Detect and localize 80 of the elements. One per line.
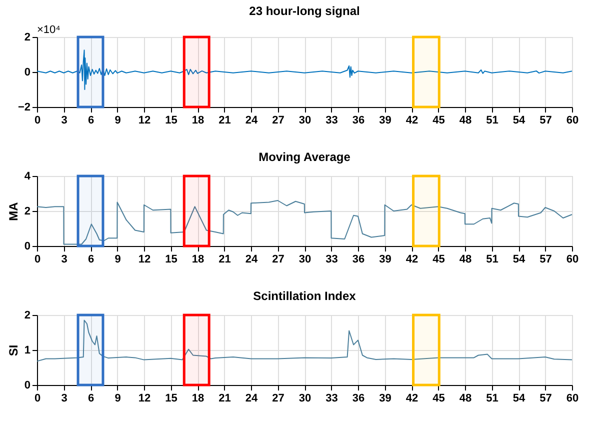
- x-tick-label: 54: [512, 392, 526, 404]
- x-tick-label: 60: [566, 254, 579, 266]
- x-tick-label: 24: [245, 392, 258, 404]
- line-series: [36, 320, 572, 362]
- x-tick-label: 15: [165, 114, 178, 126]
- x-tick-label: 42: [406, 254, 418, 266]
- x-tick-label: 15: [165, 254, 178, 266]
- x-tick-label: 36: [352, 114, 365, 126]
- x-tick-label: 24: [245, 114, 258, 126]
- x-tick-label: 0: [34, 254, 41, 266]
- x-tick-label: 0: [34, 114, 41, 126]
- x-tick-label: 48: [459, 254, 472, 266]
- x-tick-label: 3: [61, 254, 68, 266]
- chart-title: Scintillation Index: [253, 289, 356, 303]
- x-tick-label: 57: [540, 254, 552, 266]
- x-tick-label: 39: [379, 392, 392, 404]
- x-tick-label: 60: [566, 114, 579, 126]
- x-tick-label: 27: [272, 392, 284, 404]
- x-tick-label: 0: [34, 392, 41, 404]
- x-tick-label: 18: [192, 114, 204, 126]
- x-tick-label: 21: [218, 114, 231, 126]
- y-tick-label: 0: [24, 240, 30, 252]
- x-tick-label: 42: [406, 114, 418, 126]
- x-tick-label: 51: [486, 114, 498, 126]
- x-tick-label: 45: [432, 254, 445, 266]
- text: ×10⁴: [37, 24, 61, 36]
- x-tick-label: 12: [138, 114, 151, 126]
- x-tick-label: 30: [298, 254, 312, 266]
- x-tick-label: 54: [512, 114, 526, 126]
- x-tick-label: 51: [486, 254, 498, 266]
- x-tick-label: 12: [138, 392, 151, 404]
- x-tick-label: 33: [326, 254, 338, 266]
- y-tick-label: 0: [24, 66, 30, 78]
- x-tick-label: 45: [432, 392, 445, 404]
- x-tick-label: 39: [379, 114, 392, 126]
- x-tick-label: 21: [218, 254, 231, 266]
- x-tick-label: 6: [88, 254, 94, 266]
- x-tick-label: 18: [192, 254, 204, 266]
- y-tick-label: 2: [24, 310, 30, 322]
- x-tick-label: 45: [432, 114, 445, 126]
- y-tick-label: 1: [24, 344, 30, 356]
- y-tick-label: 2: [24, 32, 30, 44]
- x-tick-label: 57: [540, 392, 552, 404]
- line-series: [36, 50, 572, 90]
- chart-title: Moving Average: [258, 150, 351, 164]
- x-tick-label: 54: [512, 254, 526, 266]
- x-tick-label: 9: [114, 254, 121, 266]
- y-tick-label: 4: [24, 170, 32, 182]
- y-tick-label: 0: [24, 380, 30, 392]
- x-tick-label: 51: [486, 392, 498, 404]
- x-tick-label: 21: [218, 392, 231, 404]
- x-tick-label: 30: [298, 114, 312, 126]
- x-tick-label: 39: [379, 254, 392, 266]
- x-tick-label: 36: [352, 254, 365, 266]
- x-tick-label: 60: [566, 392, 579, 404]
- x-tick-label: 48: [459, 114, 472, 126]
- x-tick-label: 42: [406, 392, 418, 404]
- x-tick-label: 9: [114, 392, 121, 404]
- x-tick-label: 57: [540, 114, 552, 126]
- x-tick-label: 15: [165, 392, 178, 404]
- y-axis-title: MA: [6, 202, 20, 221]
- x-tick-label: 36: [352, 392, 365, 404]
- x-tick-label: 33: [326, 392, 338, 404]
- chart-title: 23 hour-long signal: [249, 4, 360, 18]
- x-tick-label: 6: [88, 114, 94, 126]
- x-tick-label: 6: [88, 392, 94, 404]
- x-tick-label: 9: [114, 114, 121, 126]
- x-tick-label: 27: [272, 114, 284, 126]
- x-tick-label: 30: [298, 392, 312, 404]
- x-tick-label: 48: [459, 392, 472, 404]
- y-tick-label: −2: [18, 102, 30, 114]
- y-axis-title: SI: [6, 344, 20, 356]
- x-tick-label: 27: [272, 254, 284, 266]
- x-tick-label: 24: [245, 254, 258, 266]
- x-tick-label: 18: [192, 392, 204, 404]
- y-tick-label: 2: [24, 206, 30, 218]
- x-tick-label: 3: [61, 114, 68, 126]
- x-tick-label: 12: [138, 254, 151, 266]
- x-tick-label: 33: [326, 114, 338, 126]
- x-tick-label: 3: [61, 392, 68, 404]
